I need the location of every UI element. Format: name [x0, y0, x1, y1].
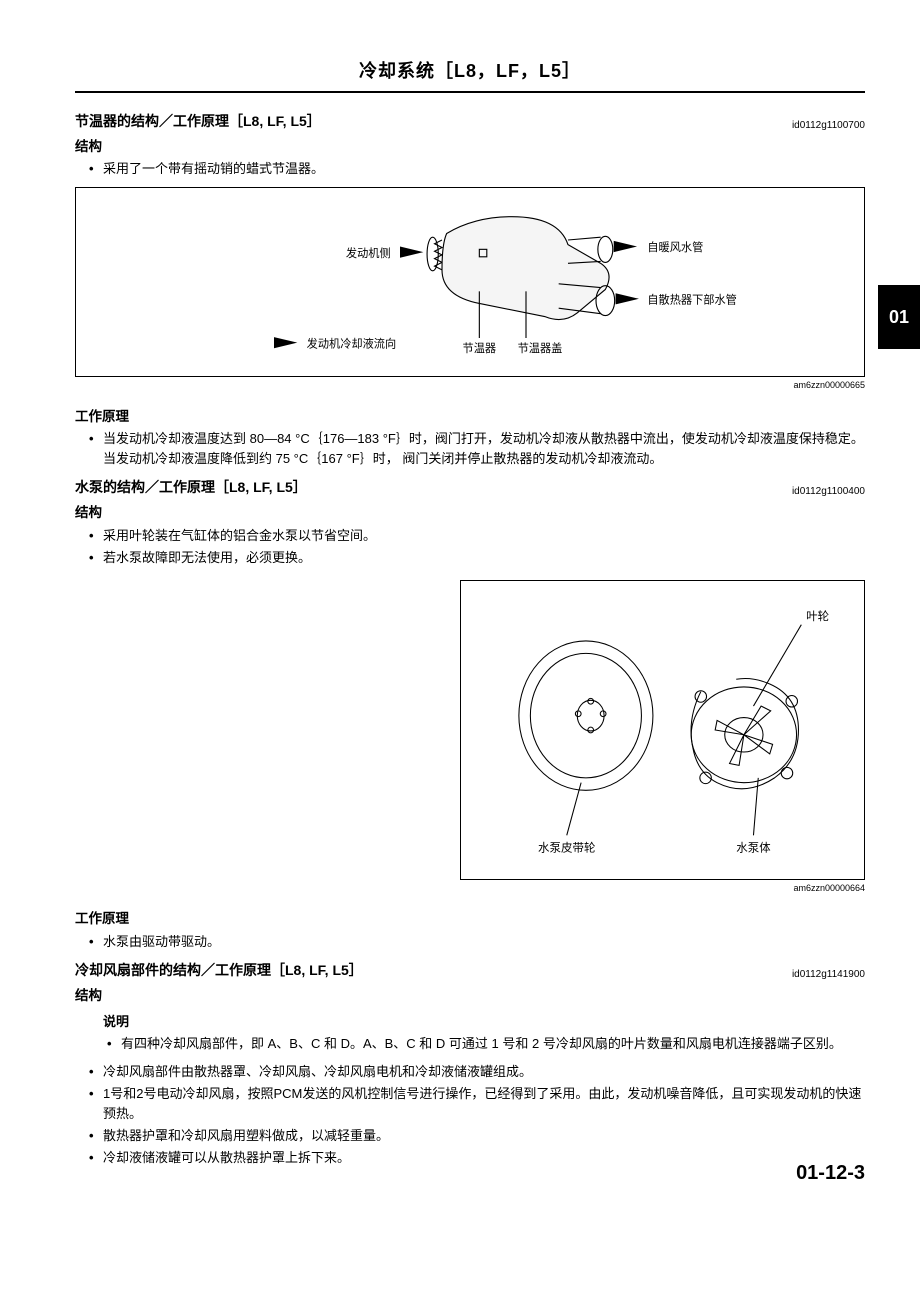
- page-title: 冷却系统［L8，LF，L5］: [75, 58, 865, 85]
- label-engine-side: 发动机侧: [346, 246, 391, 260]
- figure1-id: am6zzn00000665: [75, 379, 865, 393]
- label-impeller: 叶轮: [806, 609, 829, 623]
- list-item: 当发动机冷却液温度达到 80—84 °C｛176—183 °F｝时，阀门打开，发…: [103, 429, 865, 469]
- label-pulley: 水泵皮带轮: [538, 841, 596, 855]
- list-item: 有四种冷却风扇部件，即 A、B、C 和 D。A、B、C 和 D 可通过 1 号和…: [121, 1034, 865, 1054]
- figure2-id: am6zzn00000664: [75, 882, 865, 896]
- section1-bullets1: 采用了一个带有摇动销的蜡式节温器。: [75, 159, 865, 179]
- list-item: 水泵由驱动带驱动。: [103, 932, 865, 952]
- section2-sub2: 工作原理: [75, 909, 865, 929]
- label-thermostat: 节温器: [463, 342, 497, 355]
- list-item: 若水泵故障即无法使用，必须更换。: [103, 548, 865, 568]
- section3-sub1: 结构: [75, 986, 865, 1006]
- section2-sub1: 结构: [75, 503, 865, 523]
- note-title: 说明: [103, 1012, 865, 1032]
- section1-sub2: 工作原理: [75, 407, 865, 427]
- list-item: 1号和2号电动冷却风扇，按照PCM发送的风机控制信号进行操作，已经得到了采用。由…: [103, 1084, 865, 1124]
- page-number: 01-12-3: [796, 1158, 865, 1188]
- list-item: 冷却液储液罐可以从散热器护罩上拆下来。: [103, 1148, 865, 1168]
- section2-bullets1: 采用叶轮装在气缸体的铝合金水泵以节省空间。 若水泵故障即无法使用，必须更换。: [75, 526, 865, 568]
- label-thermostat-cover: 节温器盖: [518, 341, 563, 355]
- label-pump-body: 水泵体: [736, 841, 771, 855]
- label-radiator-lower: 自散热器下部水管: [647, 293, 737, 307]
- section2-bullets2: 水泵由驱动带驱动。: [75, 932, 865, 952]
- list-item: 散热器护罩和冷却风扇用塑料做成，以减轻重量。: [103, 1126, 865, 1146]
- section1-bullets2: 当发动机冷却液温度达到 80—84 °C｛176—183 °F｝时，阀门打开，发…: [75, 429, 865, 469]
- figure-thermostat: 发动机侧 自暖风水管 自散热器下部水管 发动机冷却液流向 节温器 节温器盖: [75, 187, 865, 377]
- section1-sub1: 结构: [75, 137, 865, 157]
- figure-waterpump: 叶轮 水泵皮带轮 水泵体: [460, 580, 865, 880]
- note-block: 说明 有四种冷却风扇部件，即 A、B、C 和 D。A、B、C 和 D 可通过 1…: [103, 1012, 865, 1054]
- label-heater-hose: 自暖风水管: [647, 241, 703, 255]
- label-coolant-flow: 发动机冷却液流向: [307, 337, 397, 351]
- list-item: 采用了一个带有摇动销的蜡式节温器。: [103, 159, 865, 179]
- list-item: 冷却风扇部件由散热器罩、冷却风扇、冷却风扇电机和冷却液储液罐组成。: [103, 1062, 865, 1082]
- title-rule: [75, 91, 865, 93]
- section3-bullets: 冷却风扇部件由散热器罩、冷却风扇、冷却风扇电机和冷却液储液罐组成。 1号和2号电…: [75, 1062, 865, 1169]
- page-content: 冷却系统［L8，LF，L5］ 节温器的结构／工作原理［L8, LF, L5］ i…: [0, 0, 920, 1216]
- section-tab: 01: [878, 285, 920, 349]
- list-item: 采用叶轮装在气缸体的铝合金水泵以节省空间。: [103, 526, 865, 546]
